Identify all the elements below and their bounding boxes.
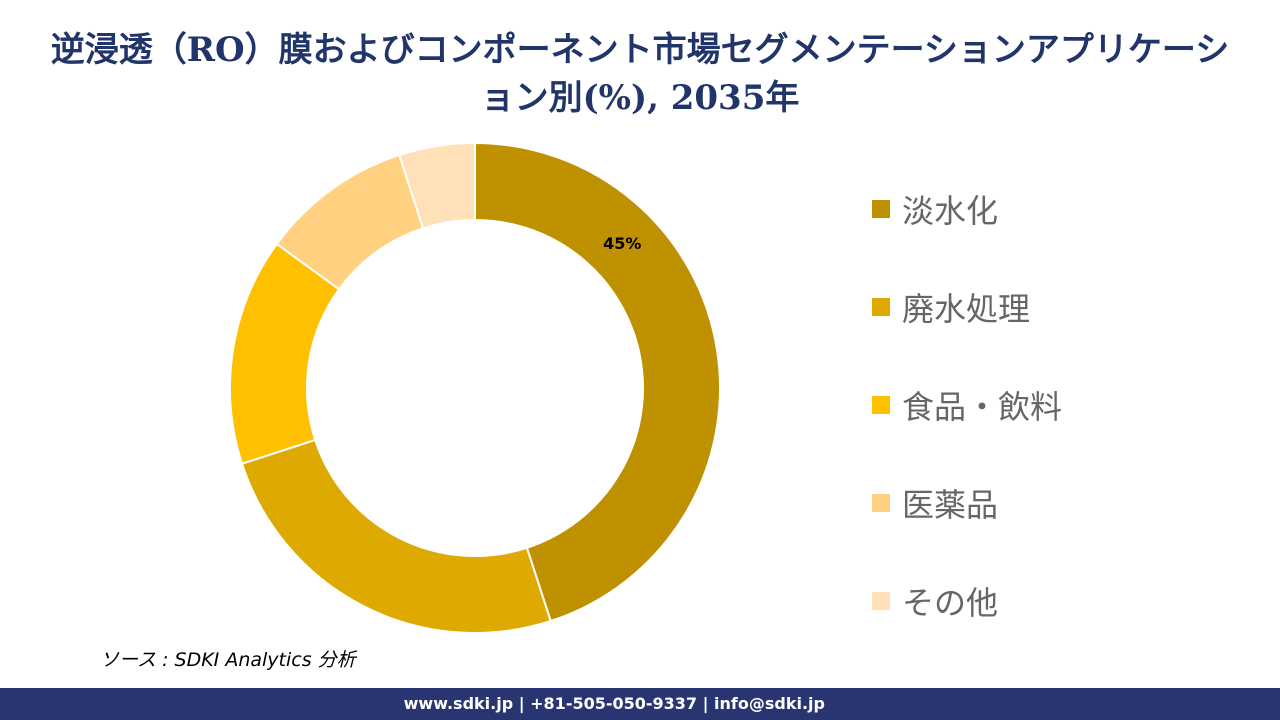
- legend: 淡水化 廃水処理 食品・飲料 医薬品 その他: [872, 160, 1062, 650]
- donut-slice: [240, 438, 552, 634]
- legend-item: 廃水処理: [872, 258, 1062, 356]
- legend-label: 医薬品: [902, 486, 999, 524]
- legend-swatch: [872, 298, 890, 316]
- legend-swatch: [872, 592, 890, 610]
- legend-swatch: [872, 200, 890, 218]
- legend-item: 食品・飲料: [872, 356, 1062, 454]
- legend-label: 食品・飲料: [902, 388, 1063, 426]
- data-label: 45%: [603, 234, 641, 253]
- legend-label: その他: [902, 584, 999, 622]
- legend-label: 淡水化: [902, 192, 999, 230]
- legend-item: 淡水化: [872, 160, 1062, 258]
- legend-swatch: [872, 494, 890, 512]
- legend-swatch: [872, 396, 890, 414]
- legend-label: 廃水処理: [902, 290, 1031, 328]
- legend-item: その他: [872, 552, 1062, 650]
- chart-title: 逆浸透（RO）膜およびコンポーネント市場セグメンテーションアプリケーション別(%…: [50, 30, 1230, 118]
- footer-bar: www.sdki.jp | +81-505-050-9337 | info@sd…: [0, 688, 1280, 720]
- source-note: ソース : SDKI Analytics 分析: [100, 649, 356, 671]
- legend-item: 医薬品: [872, 454, 1062, 552]
- donut-slice: [474, 141, 721, 623]
- footer-contact: www.sdki.jp | +81-505-050-9337 | info@sd…: [403, 694, 825, 713]
- donut-slice: [398, 141, 476, 230]
